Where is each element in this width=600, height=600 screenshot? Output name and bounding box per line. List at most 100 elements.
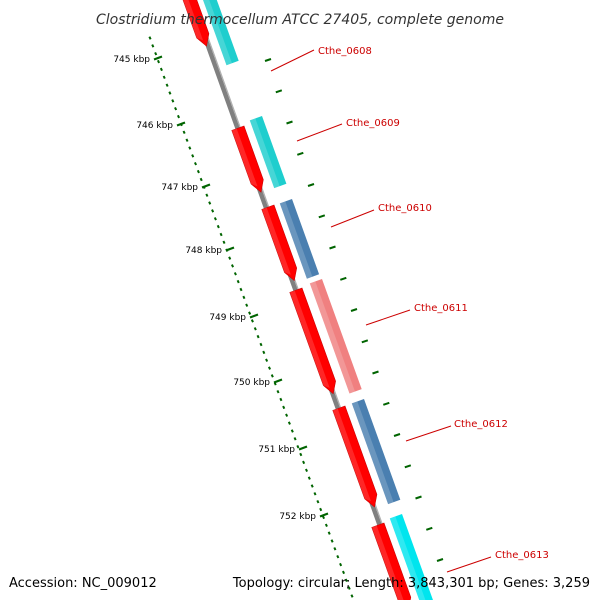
minor-tick (287, 421, 291, 425)
major-tick (176, 121, 186, 127)
outer-track-tick (382, 401, 390, 406)
minor-tick (321, 515, 326, 520)
major-tick (273, 378, 283, 384)
minor-tick (347, 586, 351, 590)
minor-tick (285, 413, 289, 417)
tick-label: 751 kbp (258, 445, 295, 455)
minor-tick (159, 67, 163, 72)
minor-tick (171, 99, 175, 103)
minor-tick (199, 177, 203, 182)
minor-tick (154, 51, 158, 56)
outer-track-tick (307, 183, 315, 187)
minor-tick (299, 452, 303, 457)
outer-track-tick (404, 464, 412, 469)
minor-tick (156, 59, 161, 64)
label-leader-line (446, 556, 492, 573)
minor-tick (256, 334, 260, 339)
minor-tick (191, 154, 195, 158)
minor-tick (162, 75, 166, 80)
cog-box (351, 399, 401, 505)
minor-tick (176, 114, 181, 119)
cog-box (309, 279, 362, 394)
minor-tick (279, 397, 283, 402)
minor-tick (319, 507, 323, 512)
tick-label: 748 kbp (185, 246, 222, 256)
minor-tick (330, 539, 334, 543)
minor-tick (270, 374, 274, 378)
map-title: Clostridium thermocellum ATCC 27405, com… (96, 12, 504, 28)
minor-tick (336, 554, 340, 559)
label-leader-line (330, 209, 375, 228)
tick-label: 747 kbp (161, 183, 198, 193)
minor-tick (316, 499, 320, 504)
cog-box (279, 199, 320, 279)
minor-tick (262, 350, 266, 355)
genome-summary-text: Topology: circular; Length: 3,843,301 bp… (232, 576, 590, 591)
tick-label: 749 kbp (209, 313, 246, 323)
minor-tick (174, 106, 178, 111)
minor-tick (344, 578, 348, 583)
outer-track-tick (286, 120, 293, 125)
cog-box-shade (389, 516, 426, 600)
major-tick (201, 183, 211, 189)
outer-track-tick (436, 558, 444, 562)
tick-label: 746 kbp (136, 121, 173, 131)
outer-track-tick (339, 276, 347, 281)
minor-tick (148, 36, 152, 40)
minor-tick (242, 295, 246, 300)
label-leader-line (405, 425, 452, 442)
outer-track-tick (415, 495, 422, 500)
outer-track-tick (296, 151, 304, 156)
cog-box (389, 514, 433, 600)
minor-tick (350, 594, 354, 598)
gene-label: Cthe_0612 (454, 419, 508, 430)
kbp-tick-track: 745 kbp 746 kbp 747 kbp 748 kbp 749 kbp 750 k… (113, 36, 444, 598)
outer-track-tick (329, 245, 336, 250)
gene-cthe-0609 (231, 116, 287, 193)
cds-arrow (231, 125, 264, 193)
cds-arrow-shade (332, 408, 371, 502)
minor-tick (324, 523, 328, 528)
gene-track (182, 0, 433, 600)
tick-label: 752 kbp (279, 512, 316, 522)
outer-track-tick (361, 339, 369, 344)
minor-tick (230, 264, 235, 268)
cog-box (203, 0, 239, 66)
minor-tick (293, 437, 297, 441)
minor-tick (339, 562, 343, 567)
gene-cthe-0610 (261, 199, 320, 282)
cog-box-shade (203, 0, 232, 66)
cog-box (249, 116, 287, 189)
minor-tick (228, 256, 232, 260)
minor-tick (265, 358, 269, 362)
gene-cthe-0613 (371, 514, 433, 600)
minor-tick (276, 389, 280, 394)
major-tick (249, 313, 259, 319)
cds-arrow-shade (231, 128, 258, 187)
gene-label: Cthe_0609 (346, 118, 400, 129)
minor-tick (282, 405, 286, 410)
cds-arrow (261, 204, 298, 282)
minor-tick (341, 570, 346, 575)
gene-cthe-0611 (289, 279, 362, 395)
cds-arrow-shade (289, 290, 330, 388)
minor-tick (151, 44, 155, 48)
major-tick (298, 445, 308, 451)
minor-tick (307, 476, 311, 480)
minor-tick (165, 83, 169, 87)
minor-tick (302, 460, 306, 465)
cog-box-shade (309, 281, 355, 394)
cds-arrow-shade (183, 0, 204, 41)
minor-tick (168, 91, 172, 95)
minor-tick (222, 240, 226, 245)
cds-arrow (289, 287, 336, 395)
minor-tick (182, 130, 186, 135)
minor-tick (208, 201, 212, 205)
cds-arrow (332, 405, 378, 508)
minor-tick (327, 531, 331, 535)
minor-tick (193, 161, 198, 166)
cog-box-shade (249, 118, 280, 189)
major-tick (225, 246, 235, 252)
outer-track-tick (318, 214, 326, 219)
